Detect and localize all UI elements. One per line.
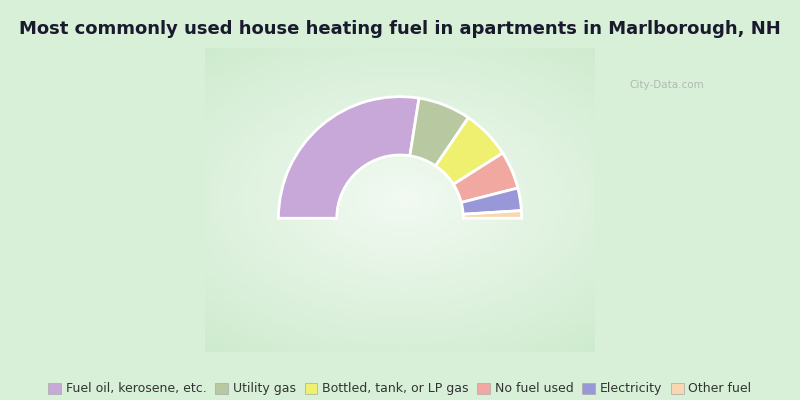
Wedge shape xyxy=(462,188,522,214)
Text: City-Data.com: City-Data.com xyxy=(630,80,704,90)
Wedge shape xyxy=(278,97,419,218)
Wedge shape xyxy=(463,211,522,218)
Legend: Fuel oil, kerosene, etc., Utility gas, Bottled, tank, or LP gas, No fuel used, E: Fuel oil, kerosene, etc., Utility gas, B… xyxy=(43,378,757,400)
Wedge shape xyxy=(454,153,518,202)
Wedge shape xyxy=(435,118,502,184)
Text: Most commonly used house heating fuel in apartments in Marlborough, NH: Most commonly used house heating fuel in… xyxy=(19,20,781,38)
Wedge shape xyxy=(410,98,468,166)
